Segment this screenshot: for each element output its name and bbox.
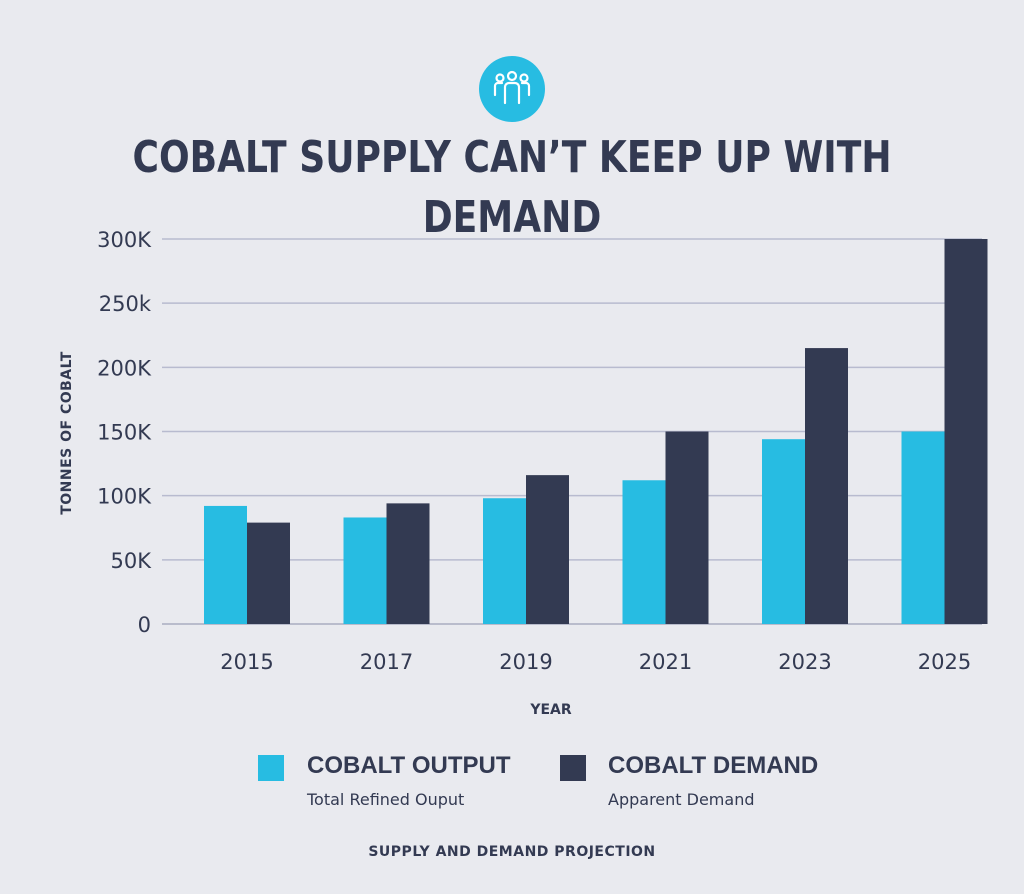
bar-output — [483, 498, 526, 624]
people-icon — [493, 70, 531, 105]
legend-subtitle-demand: Apparent Demand — [608, 790, 755, 809]
legend-label-demand: COBALT DEMAND — [608, 752, 819, 779]
bar-demand — [247, 522, 290, 624]
legend-swatch-demand — [560, 755, 586, 781]
chart-caption: SUPPLY AND DEMAND PROJECTION — [368, 844, 656, 860]
y-tick-label: 250k — [99, 292, 152, 316]
bar-demand — [805, 348, 848, 624]
x-tick-label: 2015 — [220, 650, 273, 674]
y-axis-label: TONNES OF COBALT — [59, 351, 75, 515]
bar-demand — [944, 239, 988, 624]
bar-output — [901, 431, 945, 624]
logo-badge — [479, 56, 545, 122]
y-tick-label: 300K — [97, 228, 152, 252]
x-tick-label: 2019 — [499, 650, 552, 674]
bar-output — [622, 480, 666, 624]
bar-output — [204, 505, 247, 624]
bar-output — [343, 517, 387, 624]
y-tick-label: 200K — [97, 356, 152, 380]
x-tick-label: 2025 — [918, 650, 971, 674]
bar-chart: 0 50K 100K 150K 200K 250k 300K 2015 2017 2019 2021… — [59, 228, 988, 718]
legend-subtitle-output: Total Refined Ouput — [307, 790, 465, 809]
x-tick-label: 2023 — [778, 650, 831, 674]
bar-demand — [665, 431, 709, 624]
bar-output — [762, 439, 805, 624]
bar-demand — [386, 503, 430, 624]
y-tick-label: 0 — [138, 613, 151, 637]
y-tick-label: 100K — [97, 485, 152, 509]
chart-title: COBALT SUPPLY CAN’T KEEP UP WITH DEMAND — [132, 132, 892, 243]
bar-demand — [526, 475, 569, 624]
y-tick-label: 50K — [111, 549, 153, 573]
y-tick-label: 150K — [97, 421, 152, 445]
legend-label-output: COBALT OUTPUT — [307, 752, 511, 779]
x-tick-label: 2017 — [360, 650, 413, 674]
legend-swatch-output — [258, 755, 284, 781]
x-tick-label: 2021 — [639, 650, 692, 674]
x-axis-label: YEAR — [529, 702, 572, 718]
